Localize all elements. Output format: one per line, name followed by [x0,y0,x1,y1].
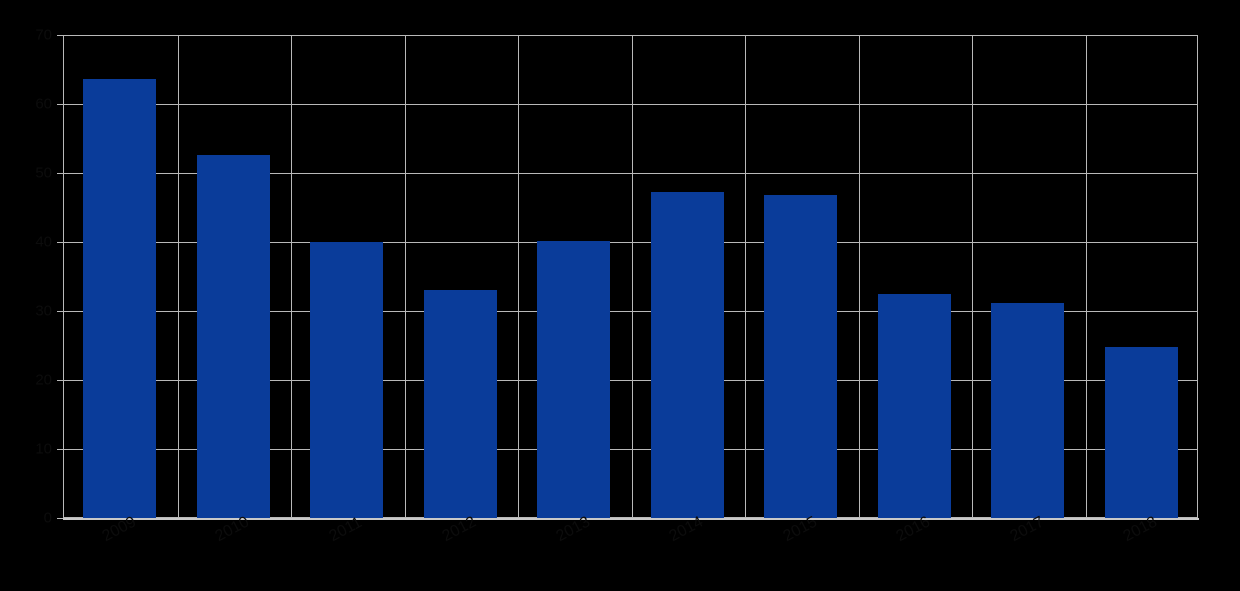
y-axis-tick-label: 50 [35,164,52,182]
bar [877,293,951,518]
gridline-vertical [291,36,292,517]
bar [991,302,1065,518]
y-axis-tick-label: 0 [43,509,52,527]
gridline-vertical [859,36,860,517]
bar [423,290,497,518]
plot-area [63,35,1198,518]
bar [537,241,611,518]
gridline-vertical [745,36,746,517]
x-axis-line [63,518,1199,520]
gridline-vertical [518,36,519,517]
bar [83,79,157,518]
bar [196,155,270,518]
y-axis-tick-label: 70 [35,26,52,44]
y-axis-tick-label: 10 [35,440,52,458]
gridline-vertical [1086,36,1087,517]
y-axis-tick-label: 30 [35,302,52,320]
gridline-horizontal [64,173,1197,174]
bar [650,192,724,518]
y-axis-tick-label: 40 [35,233,52,251]
gridline-horizontal [64,104,1197,105]
gridline-horizontal [64,311,1197,312]
gridline-vertical [632,36,633,517]
gridline-vertical [178,36,179,517]
gridline-vertical [972,36,973,517]
x-axis-tick-labels: 2009 2010 2011 2012 2013 2014 2015 2016 2017 2018 [63,513,1198,591]
bars-layer [63,35,1198,518]
gridline-horizontal [64,449,1197,450]
bar [764,195,838,518]
gridline-horizontal [64,242,1197,243]
gridline-horizontal [64,380,1197,381]
bar [1104,346,1178,518]
gridline-vertical [405,36,406,517]
y-axis-tick-label: 20 [35,371,52,389]
bar [310,242,384,518]
y-axis-tick-label: 60 [35,95,52,113]
